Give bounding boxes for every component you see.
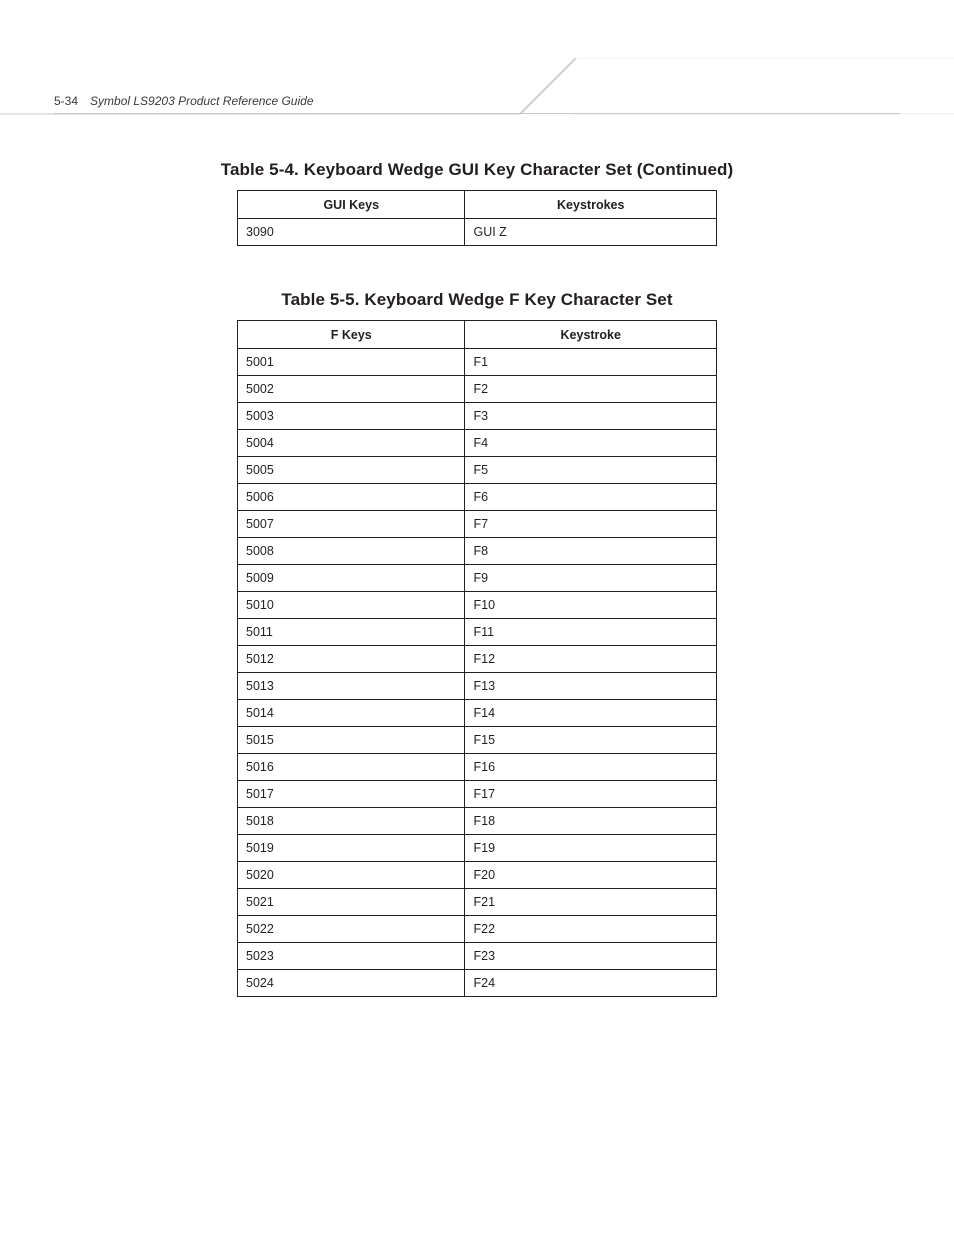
table-row: 5023F23 (238, 943, 717, 970)
table-cell: 5012 (238, 646, 465, 673)
table-row: 5005F5 (238, 457, 717, 484)
table-cell: F23 (465, 943, 717, 970)
table-row: 5022F22 (238, 916, 717, 943)
table-cell: 5010 (238, 592, 465, 619)
table-cell: F3 (465, 403, 717, 430)
table-cell: F18 (465, 808, 717, 835)
table-row: 5021F21 (238, 889, 717, 916)
table-cell: 5019 (238, 835, 465, 862)
table2-col2-header: Keystroke (465, 321, 717, 349)
table-cell: F2 (465, 376, 717, 403)
table-row: 5003F3 (238, 403, 717, 430)
table1-body: 3090GUI Z (238, 219, 717, 246)
table-row: 5015F15 (238, 727, 717, 754)
table-cell: 5013 (238, 673, 465, 700)
table-row: 5017F17 (238, 781, 717, 808)
table-cell: 5011 (238, 619, 465, 646)
table-cell: F16 (465, 754, 717, 781)
table-row: 5012F12 (238, 646, 717, 673)
table2-body: 5001F15002F25003F35004F45005F55006F65007… (238, 349, 717, 997)
table-row: 5024F24 (238, 970, 717, 997)
table-cell: 5009 (238, 565, 465, 592)
table-cell: GUI Z (465, 219, 717, 246)
table2-col1-header: F Keys (238, 321, 465, 349)
table-cell: F10 (465, 592, 717, 619)
table-cell: 5006 (238, 484, 465, 511)
table-cell: F20 (465, 862, 717, 889)
table-row: 5004F4 (238, 430, 717, 457)
table2-caption: Table 5-5. Keyboard Wedge F Key Characte… (281, 290, 672, 310)
table-cell: 5021 (238, 889, 465, 916)
table-row: 5008F8 (238, 538, 717, 565)
table-row: 5011F11 (238, 619, 717, 646)
table1-col1-header: GUI Keys (238, 191, 465, 219)
table-cell: 5018 (238, 808, 465, 835)
table-cell: 5024 (238, 970, 465, 997)
table-row: 5014F14 (238, 700, 717, 727)
page-content: Table 5-4. Keyboard Wedge GUI Key Charac… (0, 160, 954, 1041)
table-row: 3090GUI Z (238, 219, 717, 246)
table-cell: 5008 (238, 538, 465, 565)
table-row: 5020F20 (238, 862, 717, 889)
table-cell: F19 (465, 835, 717, 862)
table-cell: F21 (465, 889, 717, 916)
table-cell: F17 (465, 781, 717, 808)
table-cell: 5004 (238, 430, 465, 457)
table-cell: F4 (465, 430, 717, 457)
table-cell: F13 (465, 673, 717, 700)
table-gui-keys: GUI Keys Keystrokes 3090GUI Z (237, 190, 717, 246)
table-cell: 3090 (238, 219, 465, 246)
table-cell: F8 (465, 538, 717, 565)
table-cell: 5023 (238, 943, 465, 970)
table-row: 5013F13 (238, 673, 717, 700)
table-cell: F22 (465, 916, 717, 943)
table-cell: F11 (465, 619, 717, 646)
table-cell: 5007 (238, 511, 465, 538)
table-row: 5010F10 (238, 592, 717, 619)
table-cell: 5003 (238, 403, 465, 430)
table-cell: 5016 (238, 754, 465, 781)
table-cell: 5022 (238, 916, 465, 943)
table1-caption: Table 5-4. Keyboard Wedge GUI Key Charac… (221, 160, 734, 180)
table-cell: F6 (465, 484, 717, 511)
table-cell: F24 (465, 970, 717, 997)
table-cell: F15 (465, 727, 717, 754)
table-row: 5019F19 (238, 835, 717, 862)
table-cell: 5017 (238, 781, 465, 808)
running-header: 5-34 Symbol LS9203 Product Reference Gui… (54, 94, 900, 114)
table1-col2-header: Keystrokes (465, 191, 717, 219)
page-number: 5-34 (54, 94, 78, 108)
table-cell: 5020 (238, 862, 465, 889)
table-row: 5007F7 (238, 511, 717, 538)
table-row: 5009F9 (238, 565, 717, 592)
table-row: 5001F1 (238, 349, 717, 376)
table-cell: F14 (465, 700, 717, 727)
table-f-keys: F Keys Keystroke 5001F15002F25003F35004F… (237, 320, 717, 997)
running-title: Symbol LS9203 Product Reference Guide (90, 94, 313, 108)
table-cell: F1 (465, 349, 717, 376)
table-cell: 5005 (238, 457, 465, 484)
table-row: 5002F2 (238, 376, 717, 403)
table-cell: 5015 (238, 727, 465, 754)
table-header-row: F Keys Keystroke (238, 321, 717, 349)
table-cell: F9 (465, 565, 717, 592)
table-cell: 5001 (238, 349, 465, 376)
table-cell: F5 (465, 457, 717, 484)
table-row: 5018F18 (238, 808, 717, 835)
table-cell: 5014 (238, 700, 465, 727)
table-cell: 5002 (238, 376, 465, 403)
table-cell: F12 (465, 646, 717, 673)
table-header-row: GUI Keys Keystrokes (238, 191, 717, 219)
table-row: 5006F6 (238, 484, 717, 511)
table-cell: F7 (465, 511, 717, 538)
table-row: 5016F16 (238, 754, 717, 781)
